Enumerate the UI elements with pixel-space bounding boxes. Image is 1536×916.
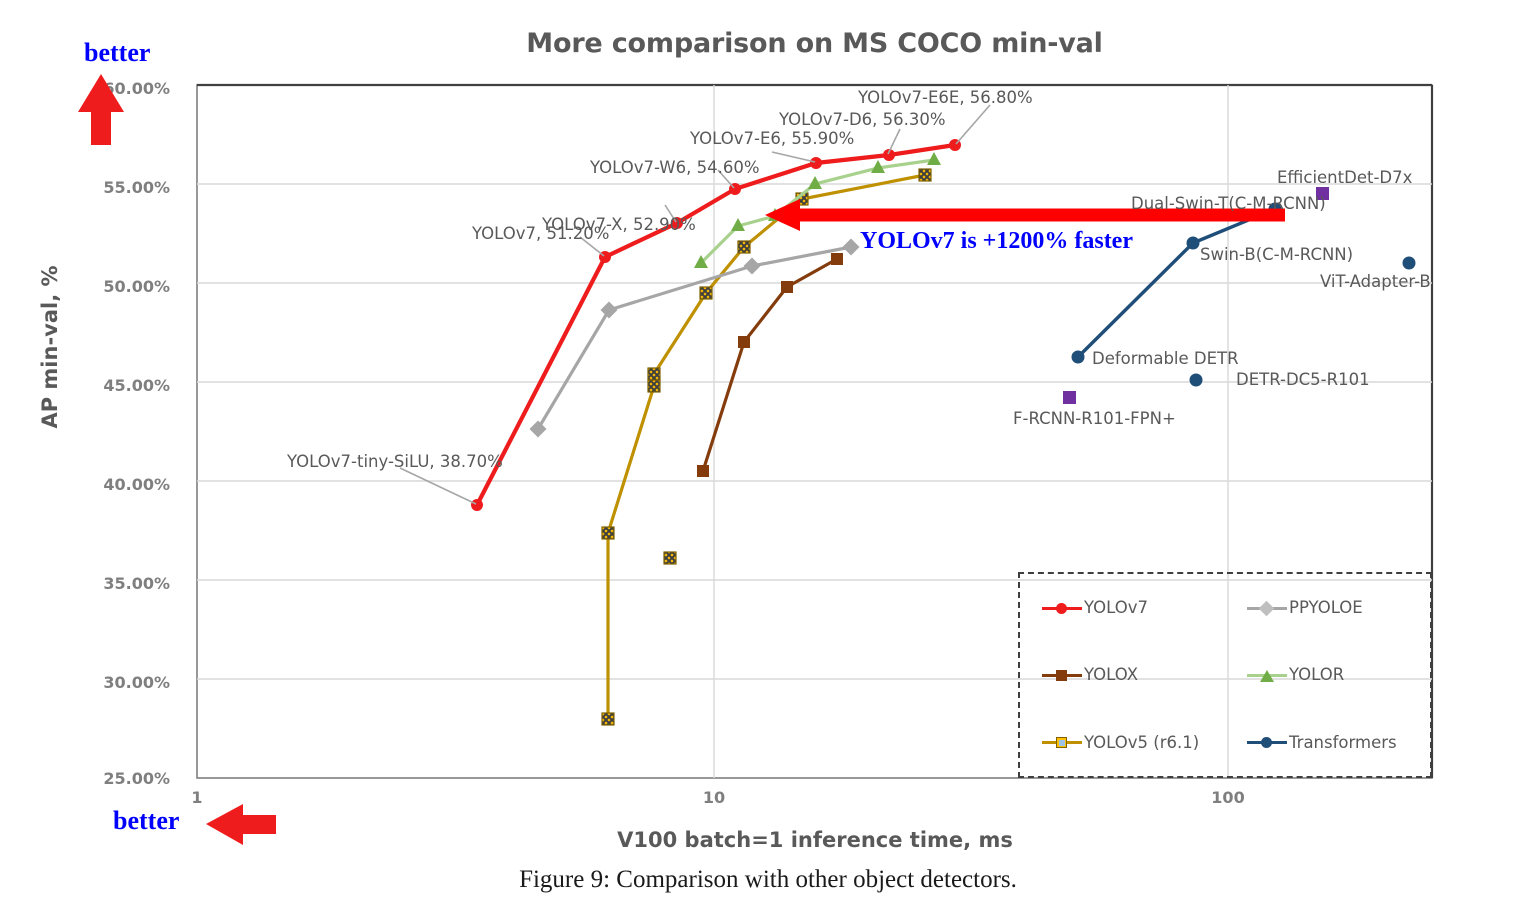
legend-label: YOLOX [1084,665,1139,685]
y-tick-label: 55.00% [103,178,170,197]
legend-item-yolor[interactable]: YOLOR [1225,665,1430,684]
y-tick-label: 40.00% [103,475,170,494]
annotation-yolov7-w6: YOLOv7-W6, 54.60% [590,158,760,177]
legend-label: YOLOv5 (r6.1) [1084,732,1200,752]
annotation-swin-b: Swin-B(C-M-RCNN) [1200,245,1354,264]
better-up-arrow [78,74,124,145]
annotation-f-rcnn-r101-fpn: F-RCNN-R101-FPN+ [1013,409,1176,428]
series-ppyoloe [529,238,860,438]
annotation-leader-lines [399,104,991,505]
x-tick-label: 100 [1211,788,1245,807]
legend-item-transformers[interactable]: Transformers [1225,733,1430,752]
legend-swatch-ppyoloe-icon [1247,600,1287,616]
legend-item-yolox[interactable]: YOLOX [1020,665,1225,684]
y-tick-label: 60.00% [103,79,170,98]
annotation-vit-adapter-b: ViT-Adapter-B [1320,272,1431,291]
y-tick-label: 30.00% [103,673,170,692]
x-axis-title: V100 batch=1 inference time, ms [617,828,1013,852]
annotation-detr-dc5-r101: DETR-DC5-R101 [1236,370,1370,389]
better-left-arrow [206,804,276,845]
annotation-deformable-detr: Deformable DETR [1092,349,1239,368]
horizontal-gridlines [197,183,1432,680]
series-yolox [697,253,843,477]
y-tick-label: 45.00% [103,376,170,395]
legend-label: YOLOR [1289,665,1345,685]
legend-swatch-yolov7-icon [1042,601,1082,615]
x-tick-label: 1 [191,788,203,807]
legend-swatch-yolov5-icon [1042,735,1082,749]
series-yolov7 [471,139,961,511]
legend-label: YOLOv7 [1084,598,1149,618]
better-up-label: better [84,38,151,67]
speed-annotation-text: YOLOv7 is +1200% faster [860,228,1133,254]
x-tick-label: 10 [702,788,726,807]
y-tick-label: 25.00% [103,769,170,788]
legend-swatch-yolox-icon [1042,668,1082,682]
chart-title: More comparison on MS COCO min-val [526,28,1103,59]
speed-arrow [765,199,1285,231]
y-tick-label: 50.00% [103,277,170,296]
legend-swatch-yolor-icon [1247,668,1287,682]
figure-caption: Figure 9: Comparison with other object d… [519,866,1017,893]
annotation-yolov7-d6: YOLOv7-D6, 56.30% [779,110,946,129]
legend-item-yolov7[interactable]: YOLOv7 [1020,598,1225,617]
legend-item-ppyoloe[interactable]: PPYOLOE [1225,598,1430,617]
annotation-yolov7-tiny: YOLOv7-tiny-SiLU, 38.70% [287,452,503,471]
annotation-yolov7: YOLOv7, 51.20% [472,224,610,243]
annotation-efficientdet-d7x: EfficientDet-D7x [1277,168,1413,187]
better-left-label: better [113,806,180,835]
legend-swatch-transformers-icon [1247,735,1287,749]
annotation-yolov7-e6e: YOLOv7-E6E, 56.80% [858,88,1033,107]
annotation-dual-swin-t: Dual-Swin-T(C-M-RCNN) [1131,194,1326,213]
legend-label: Transformers [1289,732,1397,752]
annotation-yolov7-e6: YOLOv7-E6, 55.90% [690,129,855,148]
y-tick-label: 35.00% [103,574,170,593]
legend-item-yolov5[interactable]: YOLOv5 (r6.1) [1020,733,1225,752]
annotation-yolov7-x: YOLOv7-X, 52.90% [542,215,696,234]
chart-legend: YOLOv7 PPYOLOE YOLOX [1018,572,1432,778]
legend-label: PPYOLOE [1289,598,1363,618]
plot-frame [196,83,1434,779]
standalone-points [1063,187,1416,404]
